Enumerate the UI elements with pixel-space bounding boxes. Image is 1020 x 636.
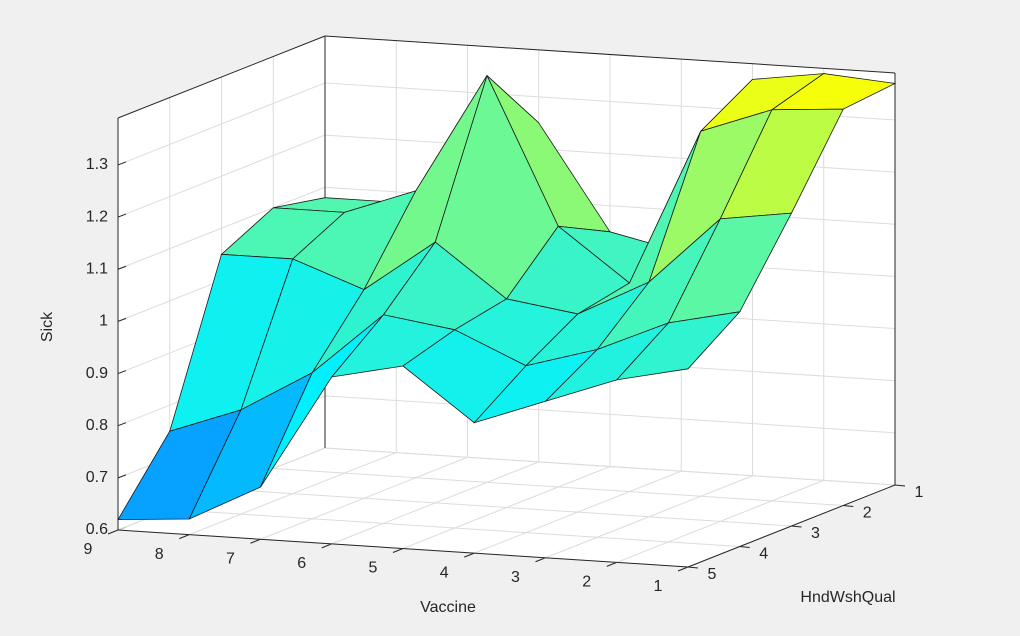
- tick-mark: [464, 552, 475, 558]
- tick-mark: [117, 317, 127, 322]
- x-tick-label: 5: [369, 560, 378, 577]
- x-tick-label: 1: [654, 578, 663, 595]
- x-tick-label: 8: [155, 546, 164, 563]
- tick-mark: [117, 422, 127, 427]
- tick-mark: [739, 546, 750, 548]
- z-tick-label: 1.2: [86, 208, 108, 225]
- tick-mark: [894, 484, 906, 487]
- tick-mark: [321, 543, 332, 549]
- x-tick-label: 4: [440, 564, 449, 581]
- y-tick-label: 2: [863, 505, 872, 522]
- z-tick-label: 1.3: [86, 156, 108, 173]
- z-tick-label: 0.8: [86, 417, 108, 434]
- tick-mark: [117, 161, 127, 166]
- tick-mark: [677, 566, 689, 572]
- grid-line: [221, 488, 792, 527]
- tick-mark: [179, 534, 190, 540]
- tick-mark: [843, 505, 854, 507]
- x-tick-label: 2: [582, 574, 591, 591]
- y-tick-label: 4: [759, 546, 768, 563]
- z-tick-label: 0.6: [86, 521, 108, 538]
- grid-line: [169, 509, 740, 547]
- x-tick-label: 3: [511, 569, 520, 586]
- y-tick-label: 3: [811, 525, 820, 542]
- z-tick-label: 0.9: [86, 365, 108, 382]
- tick-mark: [250, 538, 261, 544]
- tick-mark: [687, 566, 699, 569]
- grid-line: [324, 447, 896, 486]
- z-tick-label: 1.1: [86, 260, 108, 277]
- y-tick-label: 5: [708, 566, 717, 583]
- tick-mark: [392, 548, 404, 553]
- y-axis-label: HndWshQual: [800, 589, 895, 606]
- tick-mark: [791, 525, 802, 528]
- y-tick-label: 1: [915, 484, 924, 501]
- tick-mark: [535, 557, 546, 563]
- x-axis-label: Vaccine: [420, 599, 476, 616]
- x-tick-label: 7: [226, 550, 235, 567]
- grid-line: [273, 468, 844, 506]
- box-edge: [324, 35, 896, 74]
- x-tick-label: 6: [297, 555, 306, 572]
- tick-mark: [117, 265, 127, 270]
- tick-mark: [117, 370, 127, 375]
- z-axis-label: Sick: [39, 311, 56, 342]
- tick-mark: [107, 529, 119, 535]
- axis-line: [687, 484, 896, 568]
- z-tick-label: 1: [99, 313, 108, 330]
- surface-face: [615, 311, 741, 381]
- x-tick-label: 9: [84, 541, 93, 558]
- tick-mark: [606, 561, 617, 567]
- tick-mark: [117, 474, 127, 479]
- axis-line: [117, 529, 689, 568]
- tick-mark: [117, 213, 127, 218]
- box-edge: [117, 35, 326, 119]
- z-tick-label: 0.7: [86, 469, 108, 486]
